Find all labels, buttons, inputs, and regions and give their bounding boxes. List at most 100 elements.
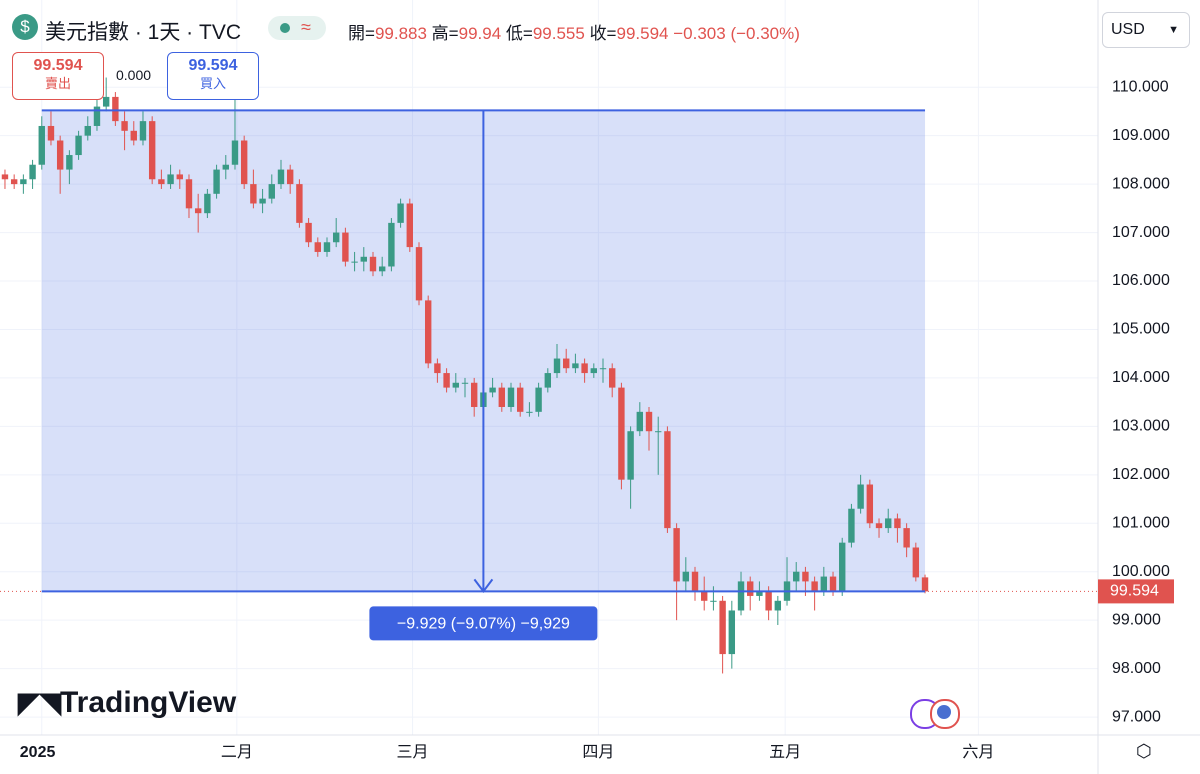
candle-body: [351, 261, 358, 263]
settings-icon[interactable]: ⬡: [1136, 741, 1152, 761]
change-pct: (−0.30%): [730, 24, 800, 43]
candle-body: [728, 610, 736, 655]
y-tick-label: 97.000: [1112, 708, 1161, 725]
candle-body: [839, 542, 846, 592]
sell-label: 賣出: [44, 76, 71, 91]
candle-body: [921, 577, 929, 592]
candle-body: [563, 358, 570, 369]
y-tick-label: 99.000: [1112, 611, 1161, 628]
candle-body: [710, 600, 717, 602]
candle-body: [93, 106, 101, 126]
ohlc-value: 99.883: [374, 24, 427, 43]
candle-body: [452, 382, 459, 388]
candle-body: [268, 184, 275, 199]
candle-body: [912, 547, 920, 578]
x-tick-label: 二月: [221, 744, 253, 761]
candle-body: [369, 256, 377, 272]
spread: 0.000: [116, 67, 152, 83]
candle-body: [277, 169, 285, 185]
candle-body: [590, 368, 598, 374]
x-tick-label: 六月: [962, 743, 994, 761]
candle-body: [388, 222, 395, 267]
candle-body: [535, 387, 542, 412]
candle-body: [793, 571, 800, 582]
candle-body: [213, 169, 220, 194]
candle-body: [673, 528, 680, 582]
ohlc-value: 99.555: [532, 24, 585, 43]
candle-body: [894, 518, 901, 529]
candle-body: [231, 140, 239, 165]
candle-body: [176, 174, 183, 180]
candle-body: [774, 600, 782, 611]
y-tick-label: 103.000: [1112, 418, 1170, 435]
currency-select[interactable]: USD ▼: [1102, 12, 1190, 48]
candle-body: [572, 363, 579, 369]
measure-arrowhead: [473, 578, 494, 594]
candle-body: [314, 242, 321, 252]
candle-body: [66, 155, 73, 170]
candle-body: [544, 373, 552, 388]
candle-body: [553, 358, 561, 374]
candle-body: [250, 184, 257, 204]
buy-button[interactable]: 99.594 買入: [167, 52, 259, 100]
candle-body: [875, 523, 883, 529]
candle-body: [240, 140, 248, 185]
candle-body: [415, 247, 423, 301]
candle-body: [1, 174, 9, 180]
candle-body: [434, 363, 441, 374]
candle-body: [517, 387, 524, 412]
candle-body: [29, 164, 36, 180]
y-tick-label: 104.000: [1112, 369, 1170, 386]
candle-body: [443, 373, 450, 388]
candle-body: [747, 581, 754, 596]
candle-body: [609, 368, 616, 388]
event-icons[interactable]: [910, 699, 964, 729]
ohlc-value: 99.594: [616, 24, 669, 43]
candle-body: [296, 184, 303, 223]
candle-body: [56, 140, 64, 170]
candle-body: [38, 125, 45, 165]
candle-body: [701, 591, 708, 601]
candle-body: [581, 363, 588, 374]
candle-body: [158, 179, 165, 185]
candle-body: [885, 518, 892, 529]
y-tick-label: 108.000: [1112, 175, 1170, 192]
sell-price: 99.594: [33, 57, 83, 74]
logo-text: TradingView: [60, 686, 237, 719]
candle-body: [489, 387, 496, 393]
candle-body: [139, 121, 147, 141]
ohlc-name: 高=: [431, 24, 459, 43]
candle-body: [424, 300, 432, 364]
candle-body: [10, 179, 18, 185]
candle-body: [378, 266, 386, 272]
x-tick-label: 四月: [582, 744, 614, 761]
y-tick-label: 105.000: [1112, 321, 1170, 338]
sell-button[interactable]: 99.594 賣出: [12, 52, 104, 100]
candle-body: [526, 411, 533, 413]
last-price-tag: [1098, 579, 1174, 604]
candle-body: [765, 591, 772, 611]
candle-body: [406, 203, 413, 248]
symbol-icon: $: [12, 14, 38, 40]
candle-body: [360, 256, 367, 262]
status-badge[interactable]: ≈: [268, 16, 326, 40]
candle-body: [222, 164, 229, 170]
candle-body: [737, 581, 745, 611]
x-tick-label: 2025: [20, 744, 56, 761]
candle-body: [903, 528, 910, 548]
candle-body: [857, 484, 864, 509]
y-tick-label: 102.000: [1112, 466, 1170, 483]
candle-body: [259, 198, 266, 204]
y-tick-label: 100.000: [1112, 563, 1170, 580]
candle-body: [397, 203, 404, 223]
candle-body: [167, 174, 174, 185]
currency: USD: [1111, 21, 1145, 38]
y-tick-label: 106.000: [1112, 272, 1170, 289]
candle-body: [645, 411, 653, 432]
ohlc-name: 收=: [589, 24, 617, 43]
candle-body: [121, 121, 128, 131]
candle-body: [342, 232, 349, 262]
measure-label-box: [369, 606, 598, 641]
